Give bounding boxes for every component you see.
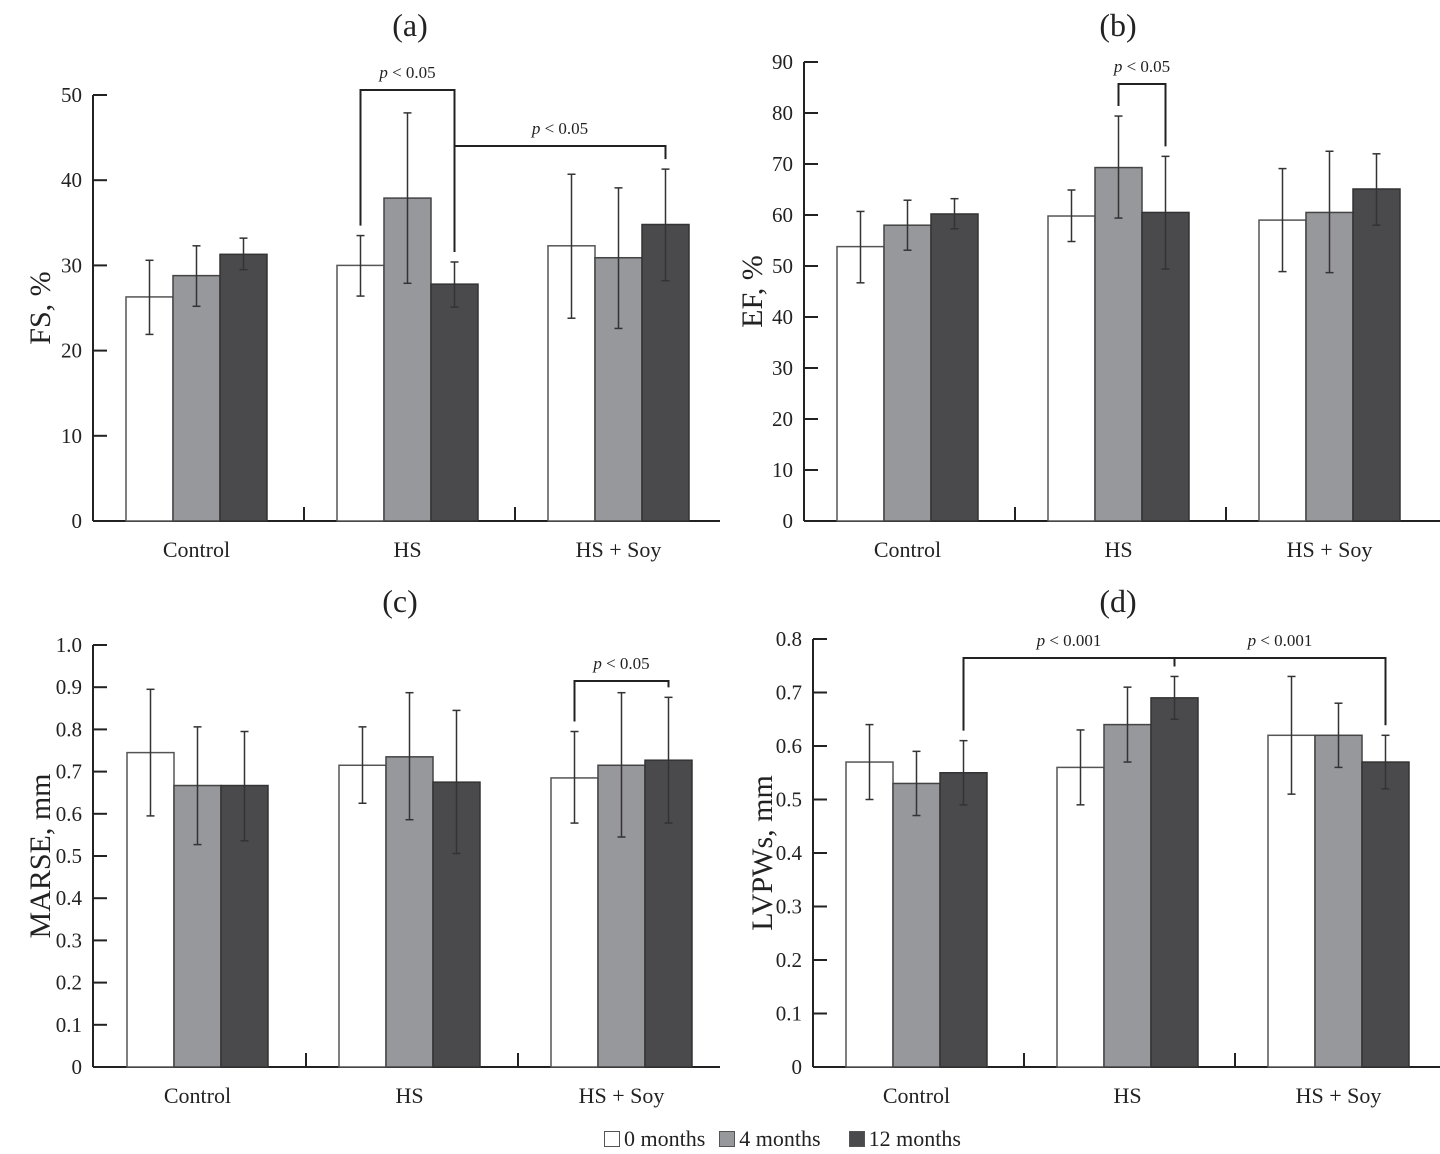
legend-swatch-4-months <box>719 1131 736 1147</box>
legend: 0 months 4 months 12 months <box>604 1126 961 1152</box>
bar-d-hs-0-months <box>1056 766 1105 1068</box>
bar-b-control-0-months <box>836 245 885 522</box>
y-tick-label-c: 1.0 <box>56 633 82 657</box>
y-tick-label-a: 30 <box>61 253 82 277</box>
category-label-a: HS <box>393 537 421 562</box>
p-value-label-d: p < 0.001 <box>1036 631 1102 650</box>
y-tick-label-a: 50 <box>61 83 82 107</box>
y-axis-label-d: LVPWs, mm <box>746 775 779 931</box>
y-tick-label-c: 0.7 <box>56 760 82 784</box>
category-label-c: Control <box>164 1083 231 1108</box>
y-tick-label-d: 0.7 <box>776 681 802 705</box>
category-label-b: HS <box>1104 537 1132 562</box>
y-tick-label-d: 0.5 <box>776 788 802 812</box>
significance-bracket-c <box>573 680 670 722</box>
y-tick-label-b: 0 <box>783 509 794 533</box>
y-tick-label-c: 0.4 <box>56 886 83 910</box>
y-tick-label-a: 40 <box>61 168 82 192</box>
y-tick-label-b: 80 <box>772 101 793 125</box>
y-tick-label-b: 10 <box>772 458 793 482</box>
y-tick-label-a: 10 <box>61 424 82 448</box>
category-label-a: Control <box>163 537 230 562</box>
y-tick-label-d: 0.8 <box>776 627 802 651</box>
category-label-b: Control <box>874 537 941 562</box>
significance-bracket-b <box>1117 83 1167 147</box>
y-tick-label-b: 60 <box>772 203 793 227</box>
category-label-a: HS + Soy <box>576 537 662 562</box>
y-tick-label-d: 0.2 <box>776 948 802 972</box>
p-value-label-d: p < 0.001 <box>1247 631 1313 650</box>
bar-d-control-4-months <box>892 782 941 1068</box>
y-tick-label-b: 90 <box>772 50 793 74</box>
y-tick-label-b: 30 <box>772 356 793 380</box>
bar-a-hs-12-months <box>430 283 479 522</box>
bar-c-hs-0-months <box>338 764 387 1068</box>
bar-b-hs-0-months <box>1047 215 1096 522</box>
y-tick-label-d: 0.6 <box>776 734 802 758</box>
y-tick-label-c: 0.9 <box>56 675 82 699</box>
y-tick-label-c: 0.3 <box>56 928 82 952</box>
bar-d-hs-soy-12-months <box>1361 761 1410 1068</box>
legend-label-12-months: 12 months <box>868 1126 961 1151</box>
bar-d-control-0-months <box>845 761 894 1068</box>
y-tick-label-a: 0 <box>72 509 83 533</box>
bar-d-hs-12-months <box>1150 697 1199 1068</box>
y-axis-label-b: EF, % <box>736 255 769 328</box>
y-tick-label-d: 0.1 <box>776 1002 802 1026</box>
legend-item-4-months: 4 months <box>719 1126 821 1152</box>
bar-b-hs-4-months <box>1094 166 1143 522</box>
panel-title-a: (a) <box>392 7 428 43</box>
y-axis-label-a: FS, % <box>24 271 57 344</box>
y-tick-label-d: 0.4 <box>776 841 803 865</box>
bar-b-control-12-months <box>930 213 979 522</box>
y-tick-label-b: 20 <box>772 407 793 431</box>
legend-swatch-0-months <box>604 1131 620 1147</box>
panel-title-d: (d) <box>1099 583 1136 619</box>
legend-swatch-12-months <box>848 1131 865 1147</box>
p-value-label-a: p < 0.05 <box>378 63 435 82</box>
y-tick-label-a: 20 <box>61 339 82 363</box>
significance-bracket-d <box>962 657 1176 731</box>
bar-a-hs-0-months <box>336 264 385 522</box>
legend-item-12-months: 12 months <box>848 1126 961 1152</box>
y-tick-label-b: 50 <box>772 254 793 278</box>
bar-c-hs-soy-0-months <box>550 777 599 1068</box>
bar-d-control-12-months <box>939 772 988 1068</box>
p-value-label-b: p < 0.05 <box>1113 57 1170 76</box>
significance-bracket-a <box>453 145 667 252</box>
y-tick-label-b: 40 <box>772 305 793 329</box>
bar-a-control-12-months <box>219 253 268 522</box>
y-tick-label-d: 0.3 <box>776 895 802 919</box>
bar-d-hs-soy-4-months <box>1314 734 1363 1068</box>
y-tick-label-d: 0 <box>792 1055 803 1079</box>
y-tick-label-c: 0.8 <box>56 717 82 741</box>
bar-b-hs-soy-12-months <box>1352 188 1401 522</box>
significance-bracket-d <box>1173 657 1387 726</box>
bar-d-hs-4-months <box>1103 723 1152 1068</box>
p-value-label-a: p < 0.05 <box>531 119 588 138</box>
y-tick-label-c: 0.6 <box>56 802 82 826</box>
legend-label-4-months: 4 months <box>739 1126 821 1151</box>
y-tick-label-c: 0 <box>72 1055 83 1079</box>
y-tick-label-c: 0.5 <box>56 844 82 868</box>
y-tick-label-c: 0.2 <box>56 971 82 995</box>
legend-label-0-months: 0 months <box>624 1126 706 1151</box>
legend-item-0-months: 0 months <box>604 1126 705 1152</box>
category-label-d: HS <box>1113 1083 1141 1108</box>
y-tick-label-c: 0.1 <box>56 1013 82 1037</box>
category-label-d: HS + Soy <box>1296 1083 1382 1108</box>
p-value-label-c: p < 0.05 <box>592 654 649 673</box>
panel-title-c: (c) <box>382 583 418 619</box>
panel-title-b: (b) <box>1099 7 1136 43</box>
y-axis-label-c: MARSE, mm <box>24 773 57 938</box>
y-tick-label-b: 70 <box>772 152 793 176</box>
category-label-c: HS + Soy <box>579 1083 665 1108</box>
bar-a-control-4-months <box>172 274 221 522</box>
bar-b-control-4-months <box>883 224 932 522</box>
category-label-b: HS + Soy <box>1287 537 1373 562</box>
category-label-d: Control <box>883 1083 950 1108</box>
category-label-c: HS <box>395 1083 423 1108</box>
